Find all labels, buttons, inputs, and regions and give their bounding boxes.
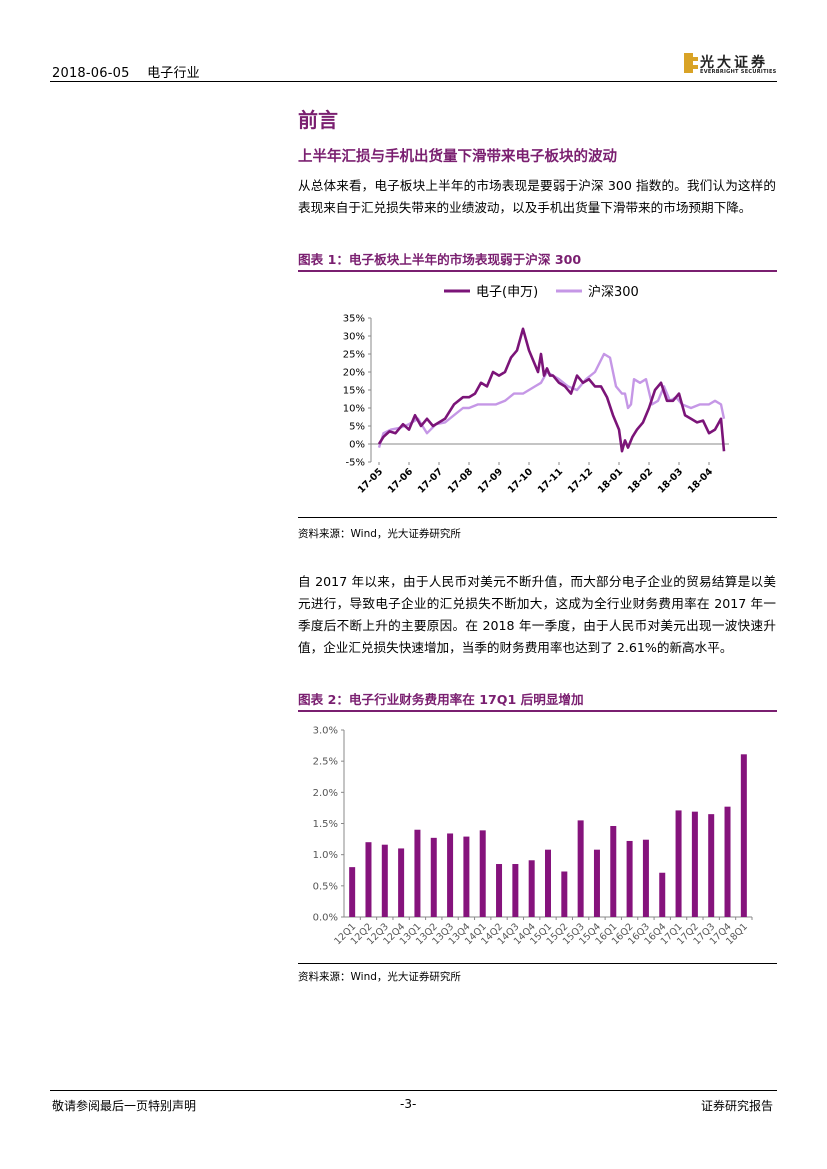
logo-mark-icon [684,53,698,73]
chart2-bar [610,825,617,917]
chart2-bar [545,849,551,917]
chart1-y-tick-label: 15% [343,386,365,397]
chart1-x-tick-label: 17-08 [446,466,476,496]
chart2-bar [512,864,519,917]
chart1-y-tick-label: 25% [343,350,365,361]
chart2-bar [740,754,747,917]
figure1-source-rule [298,517,777,518]
chart2-y-tick-label: 2.0% [313,788,338,799]
chart2-y-tick-label: 2.5% [313,757,338,768]
paragraph-2: 自 2017 年以来，由于人民币对美元不断升值，而大部分电子企业的贸易结算是以美… [298,574,776,655]
figure2-title: 图表 2：电子行业财务费用率在 17Q1 后明显增加 [298,692,584,707]
chart2-bar [626,840,633,917]
figure1-title: 图表 1：电子板块上半年的市场表现弱于沪深 300 [298,252,582,267]
section-subtitle: 上半年汇损与手机出货量下滑带来电子板块的波动 [298,149,617,165]
chart2-bar [365,842,372,917]
footer-page-number: -3- [400,1097,417,1111]
chart1-y-tick-label: 20% [343,368,365,379]
chart1-y-tick-label: 0% [349,440,365,451]
footer-report-type: 证券研究报告 [701,1099,774,1113]
legend-label-0: 电子(申万) [476,285,538,300]
chart2-bar [528,860,535,917]
chart1-y-tick-label: 30% [343,332,365,343]
chart1-series-line-0 [377,327,726,453]
company-logo: 光大证券 EVERBRIGHT SECURITIES [684,53,780,77]
chart2-bar [398,848,405,917]
figure1-line-chart: 电子(申万) 沪深30035%30%25%20%15%10%5%0%-5%17-0… [343,284,729,496]
chart2-bar [593,849,600,917]
header-divider [50,81,777,82]
header-date-industry: 2018-06-05 电子行业 [52,66,200,81]
chart2-bar [414,829,421,917]
chart1-x-tick-label: 18-04 [686,466,716,496]
chart2-y-tick-label: 3.0% [313,726,338,737]
paragraph-1: 从总体来看，电子板块上半年的市场表现是要弱于沪深 300 指数的。我们认为这样的… [298,178,776,215]
chart1-x-tick-label: 17-05 [356,466,385,495]
chart2-y-tick-label: 1.0% [313,850,338,861]
chart1-y-tick-label: -5% [346,458,365,469]
chart2-bar [479,830,486,917]
figure2-title-rule [298,710,777,712]
chart2-bar [675,810,682,917]
chart1-x-tick-label: 17-09 [476,466,505,495]
chart1-x-tick-label: 17-06 [386,466,416,496]
chart2-bar [708,814,715,917]
logo-cn-text: 光大证券 [700,55,768,71]
chart2-bar [381,844,388,917]
chart2-bar [463,836,470,917]
chart2-bar [430,837,437,917]
chart1-x-tick-label: 18-02 [626,466,655,495]
chart2-bar [349,867,356,917]
chart1-y-tick-label: 5% [349,422,365,433]
chart1-x-tick-label: 18-03 [656,466,685,495]
figure2-source-rule [298,963,777,964]
chart1-x-tick-label: 17-12 [566,466,595,495]
chart2-bar [691,811,698,917]
chart1-x-tick-label: 17-10 [506,466,536,496]
chart2-y-tick-label: 1.5% [313,819,338,830]
chart2-bar [642,839,649,917]
chart2-y-tick-label: 0.0% [313,913,338,924]
chart2-bar [724,806,731,917]
chart2-bar [577,820,584,917]
figure2-bar-chart: 3.0%2.5%2.0%1.5%1.0%0.5%0.0%12Q112Q212Q3… [313,726,753,947]
chart2-bar [447,833,454,917]
chart2-bar [496,864,503,917]
footer-divider [50,1090,777,1091]
section-title: 前言 [298,108,338,132]
figure1-source: 资料来源：Wind，光大证券研究所 [298,528,461,540]
chart1-x-tick-label: 17-07 [416,466,445,495]
figure1-title-rule [298,270,777,272]
chart1-legend: 电子(申万) 沪深300 [444,284,639,300]
chart1-y-tick-label: 35% [343,314,365,325]
chart1-x-tick-label: 18-01 [596,466,625,495]
logo-en-text: EVERBRIGHT SECURITIES [700,69,777,75]
figure2-source: 资料来源：Wind，光大证券研究所 [298,971,461,983]
chart2-bar [659,872,666,917]
chart1-y-tick-label: 10% [343,404,365,415]
legend-label-1: 沪深300 [588,284,639,300]
footer-disclaimer: 敬请参阅最后一页特别声明 [52,1099,197,1113]
chart1-x-tick-label: 17-11 [536,466,565,495]
chart2-bar [561,871,568,917]
chart2-y-tick-label: 0.5% [313,881,338,892]
